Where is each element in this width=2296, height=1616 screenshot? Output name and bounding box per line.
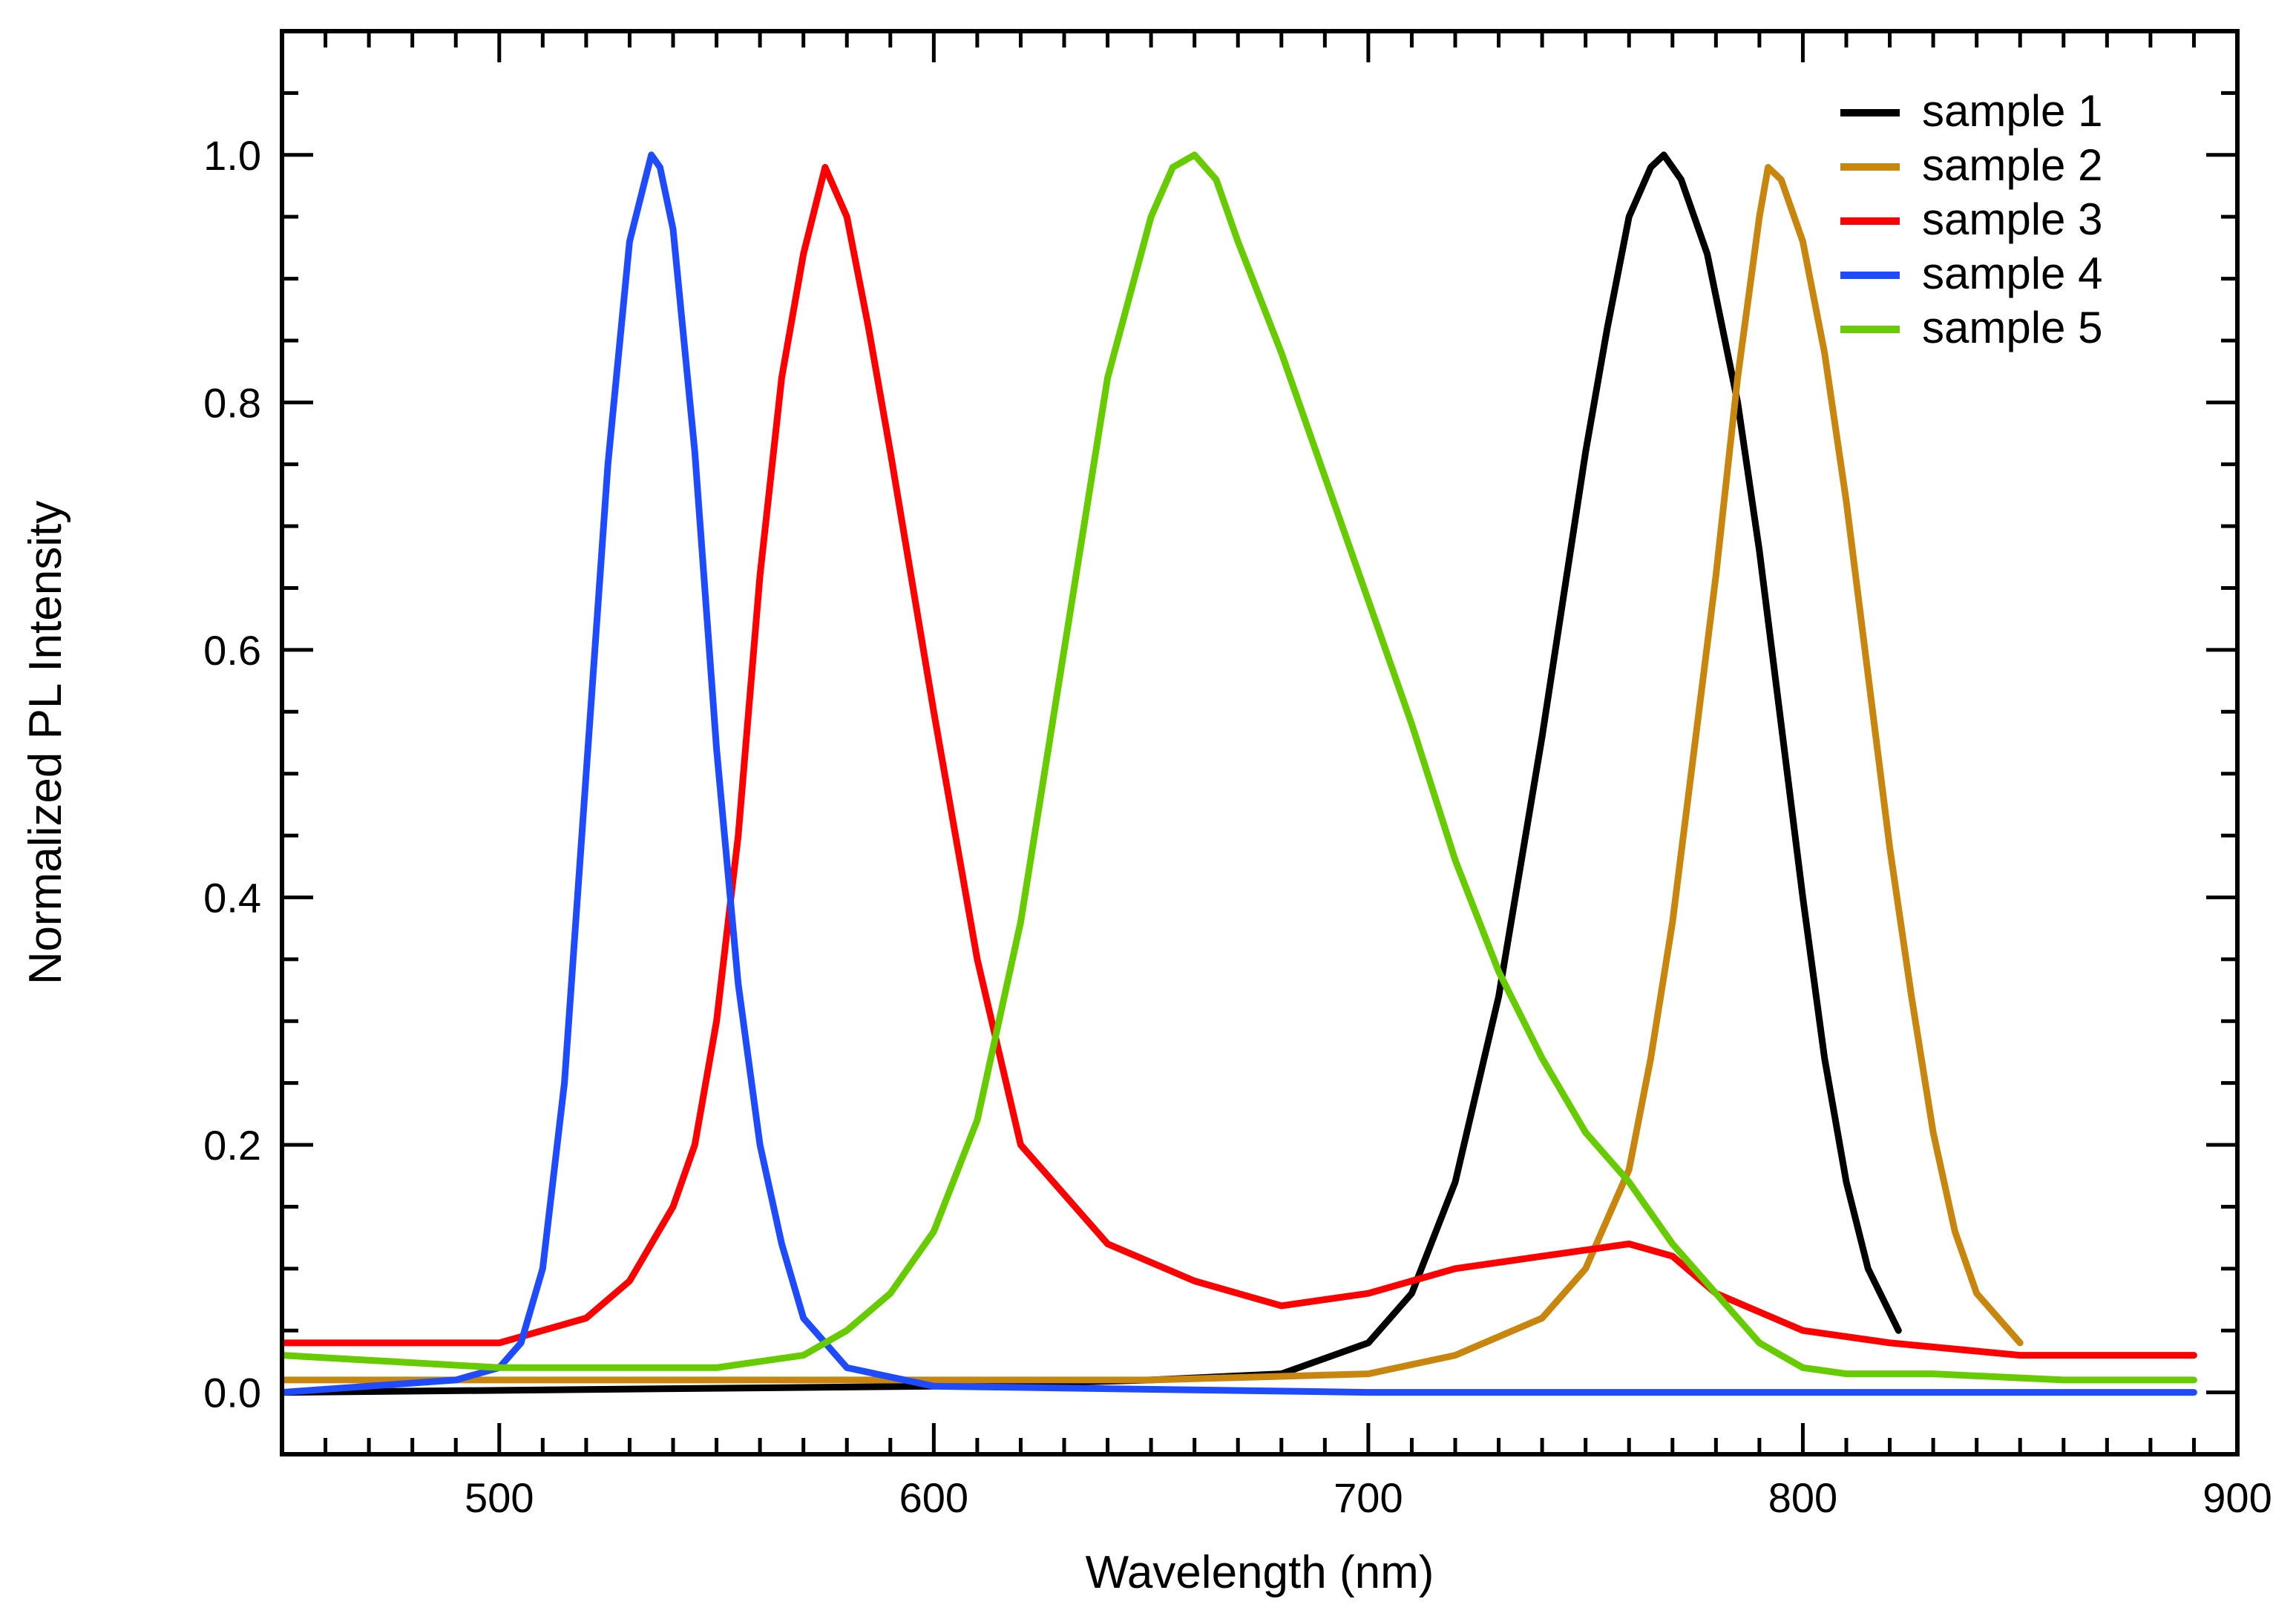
legend-label: sample 5	[1922, 303, 2102, 352]
x-tick-label: 600	[899, 1474, 968, 1521]
plot-frame	[280, 29, 2240, 1456]
y-axis-label: Normalized PL Intensity	[20, 501, 71, 985]
y-tick-label: 0.2	[203, 1122, 261, 1169]
y-tick-label: 0.0	[203, 1370, 261, 1416]
tick-labels: 500 600 700 800 900 0.0 0.2 0.4 0.6 0.8 1.0	[203, 132, 2272, 1521]
x-tick-label: 700	[1334, 1474, 1403, 1521]
y-tick-label: 0.4	[203, 874, 261, 921]
series-line-1	[282, 151, 1902, 1396]
x-tick-label: 500	[465, 1474, 534, 1521]
series-line-3	[282, 164, 2197, 1359]
x-tick-label: 800	[1768, 1474, 1837, 1521]
y-tick-label: 1.0	[203, 132, 261, 179]
y-tick-label: 0.6	[203, 627, 261, 674]
y-tick-label: 0.8	[203, 379, 261, 426]
legend-label: sample 3	[1922, 194, 2102, 244]
series-line-2	[282, 164, 2024, 1384]
x-axis-label: Wavelength (nm)	[1086, 1547, 1434, 1598]
plot-area	[282, 151, 2197, 1396]
legend-label: sample 1	[1922, 86, 2102, 136]
tick-marks	[280, 29, 2240, 1456]
series-line-5	[282, 151, 2197, 1384]
legend-label: sample 2	[1922, 140, 2102, 190]
series-line-4	[282, 151, 2197, 1396]
x-tick-label: 900	[2202, 1474, 2272, 1521]
legend-label: sample 4	[1922, 249, 2102, 298]
